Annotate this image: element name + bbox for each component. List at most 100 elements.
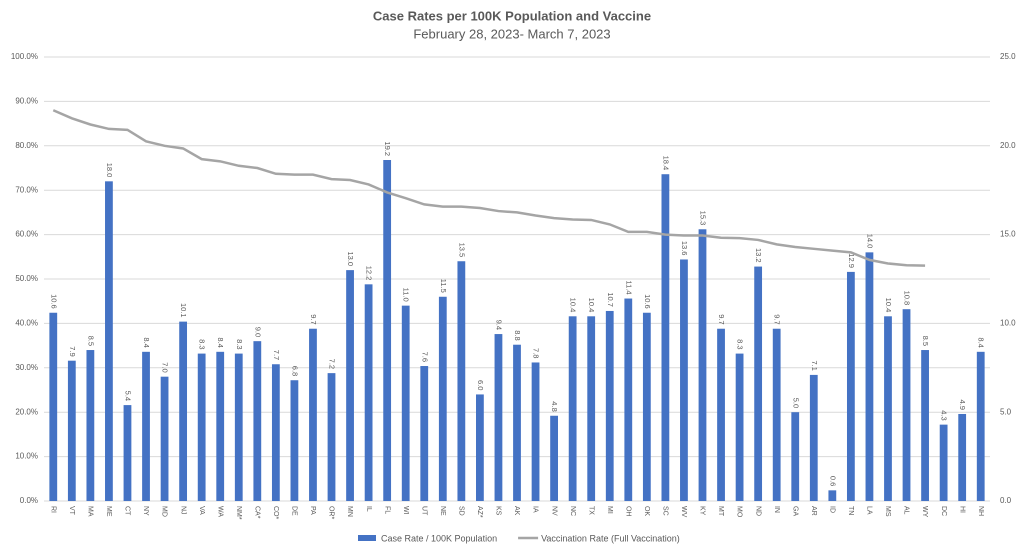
y-tick-label: 40.0% [15, 319, 38, 328]
data-label: 9.7 [309, 314, 318, 324]
x-tick-label: AR [810, 506, 817, 516]
bar [846, 271, 855, 501]
data-label: 9.7 [773, 314, 782, 324]
x-tick-label: IA [532, 506, 539, 513]
data-label: 13.5 [457, 243, 466, 258]
data-label: 12.2 [365, 266, 374, 281]
x-tick-label: MN [346, 506, 353, 517]
x-tick-label: UT [420, 506, 427, 516]
y-tick-label: 80.0% [15, 141, 38, 150]
x-tick-label: OK [643, 506, 650, 516]
chart-title: Case Rates per 100K Population and Vacci… [373, 8, 651, 23]
data-label: 8.4 [142, 337, 151, 347]
x-tick-label: MI [606, 506, 613, 514]
bar [791, 412, 800, 501]
x-tick-label: CO* [272, 506, 279, 520]
y2-tick-label: 10.0 [1000, 319, 1016, 328]
bar [346, 270, 354, 501]
y-tick-label: 0.0% [20, 496, 38, 505]
data-label: 13.2 [754, 248, 763, 263]
x-tick-label: SD [458, 506, 465, 516]
bar [476, 394, 484, 501]
x-tick-label: LA [866, 506, 873, 515]
data-label: 9.7 [717, 314, 726, 324]
data-label: 18.4 [661, 156, 670, 171]
data-label: 9.4 [494, 320, 503, 330]
bar [438, 296, 447, 501]
bar [271, 364, 280, 501]
bar [197, 353, 206, 501]
x-tick-label: NM* [235, 506, 242, 520]
x-tick-label: KS [495, 506, 502, 516]
x-tick-label: AL [903, 506, 910, 515]
x-tick-label: NH [977, 506, 984, 516]
bar [550, 415, 558, 501]
x-tick-label: MT [717, 506, 724, 517]
bar [420, 366, 429, 501]
legend-label: Case Rate / 100K Population [381, 533, 497, 543]
bar [717, 328, 725, 501]
x-tick-label: VT [68, 506, 75, 516]
legend-label: Vaccination Rate (Full Vaccination) [541, 533, 680, 543]
bar [624, 298, 633, 501]
data-label: 8.3 [736, 339, 745, 349]
bar [160, 376, 169, 501]
data-label: 4.9 [958, 400, 967, 410]
data-label: 7.7 [272, 350, 281, 360]
data-label: 4.3 [940, 410, 949, 420]
data-label: 18.0 [105, 163, 114, 178]
bar [383, 160, 392, 501]
x-tick-label: TN [847, 506, 854, 515]
bar [642, 312, 651, 501]
data-label: 0.6 [828, 476, 837, 486]
x-tick-label: MD [161, 506, 168, 517]
x-tick-label: WA [216, 506, 223, 517]
x-tick-label: PA [309, 506, 316, 515]
data-label: 7.2 [328, 359, 337, 369]
bar [884, 316, 892, 501]
data-label: 8.3 [235, 339, 244, 349]
x-tick-label: FL [383, 506, 390, 514]
bar [828, 490, 837, 501]
bar [661, 174, 670, 501]
data-label: 7.8 [532, 348, 541, 358]
bar [86, 350, 95, 501]
data-label: 6.0 [476, 380, 485, 390]
legend-swatch [358, 535, 376, 541]
data-label: 7.1 [810, 360, 819, 370]
bar [902, 309, 911, 501]
bar [457, 261, 466, 501]
x-tick-label: SC [662, 506, 669, 516]
y-tick-label: 30.0% [15, 363, 38, 372]
data-label: 10.7 [606, 292, 615, 307]
data-label: 8.5 [86, 336, 95, 346]
x-tick-label: AK [513, 506, 520, 516]
data-label: 10.8 [903, 291, 912, 306]
chart-subtitle: February 28, 2023- March 7, 2023 [413, 26, 610, 41]
x-tick-label: RI [49, 506, 56, 513]
data-label: 9.0 [253, 327, 262, 337]
x-tick-label: AZ* [476, 506, 483, 518]
data-label: 12.9 [847, 253, 856, 268]
bar [179, 321, 188, 501]
x-tick-label: ME [105, 506, 112, 517]
x-tick-label: WI [402, 506, 409, 515]
bar [587, 316, 596, 501]
x-tick-label: KY [699, 506, 706, 516]
y2-tick-label: 15.0 [1000, 230, 1016, 239]
x-tick-label: HI [958, 506, 965, 513]
data-label: 10.4 [884, 298, 893, 313]
bar [754, 266, 763, 501]
data-label: 19.2 [383, 141, 392, 156]
y-tick-label: 60.0% [15, 230, 38, 239]
bar [216, 351, 225, 501]
bar [698, 229, 707, 501]
y2-tick-label: 20.0 [1000, 141, 1016, 150]
data-label: 11.4 [624, 280, 633, 294]
x-tick-label: NY [142, 506, 149, 516]
x-tick-label: NE [439, 506, 446, 516]
data-label: 10.4 [569, 298, 578, 313]
bar [605, 310, 614, 501]
data-label: 8.4 [977, 337, 986, 347]
